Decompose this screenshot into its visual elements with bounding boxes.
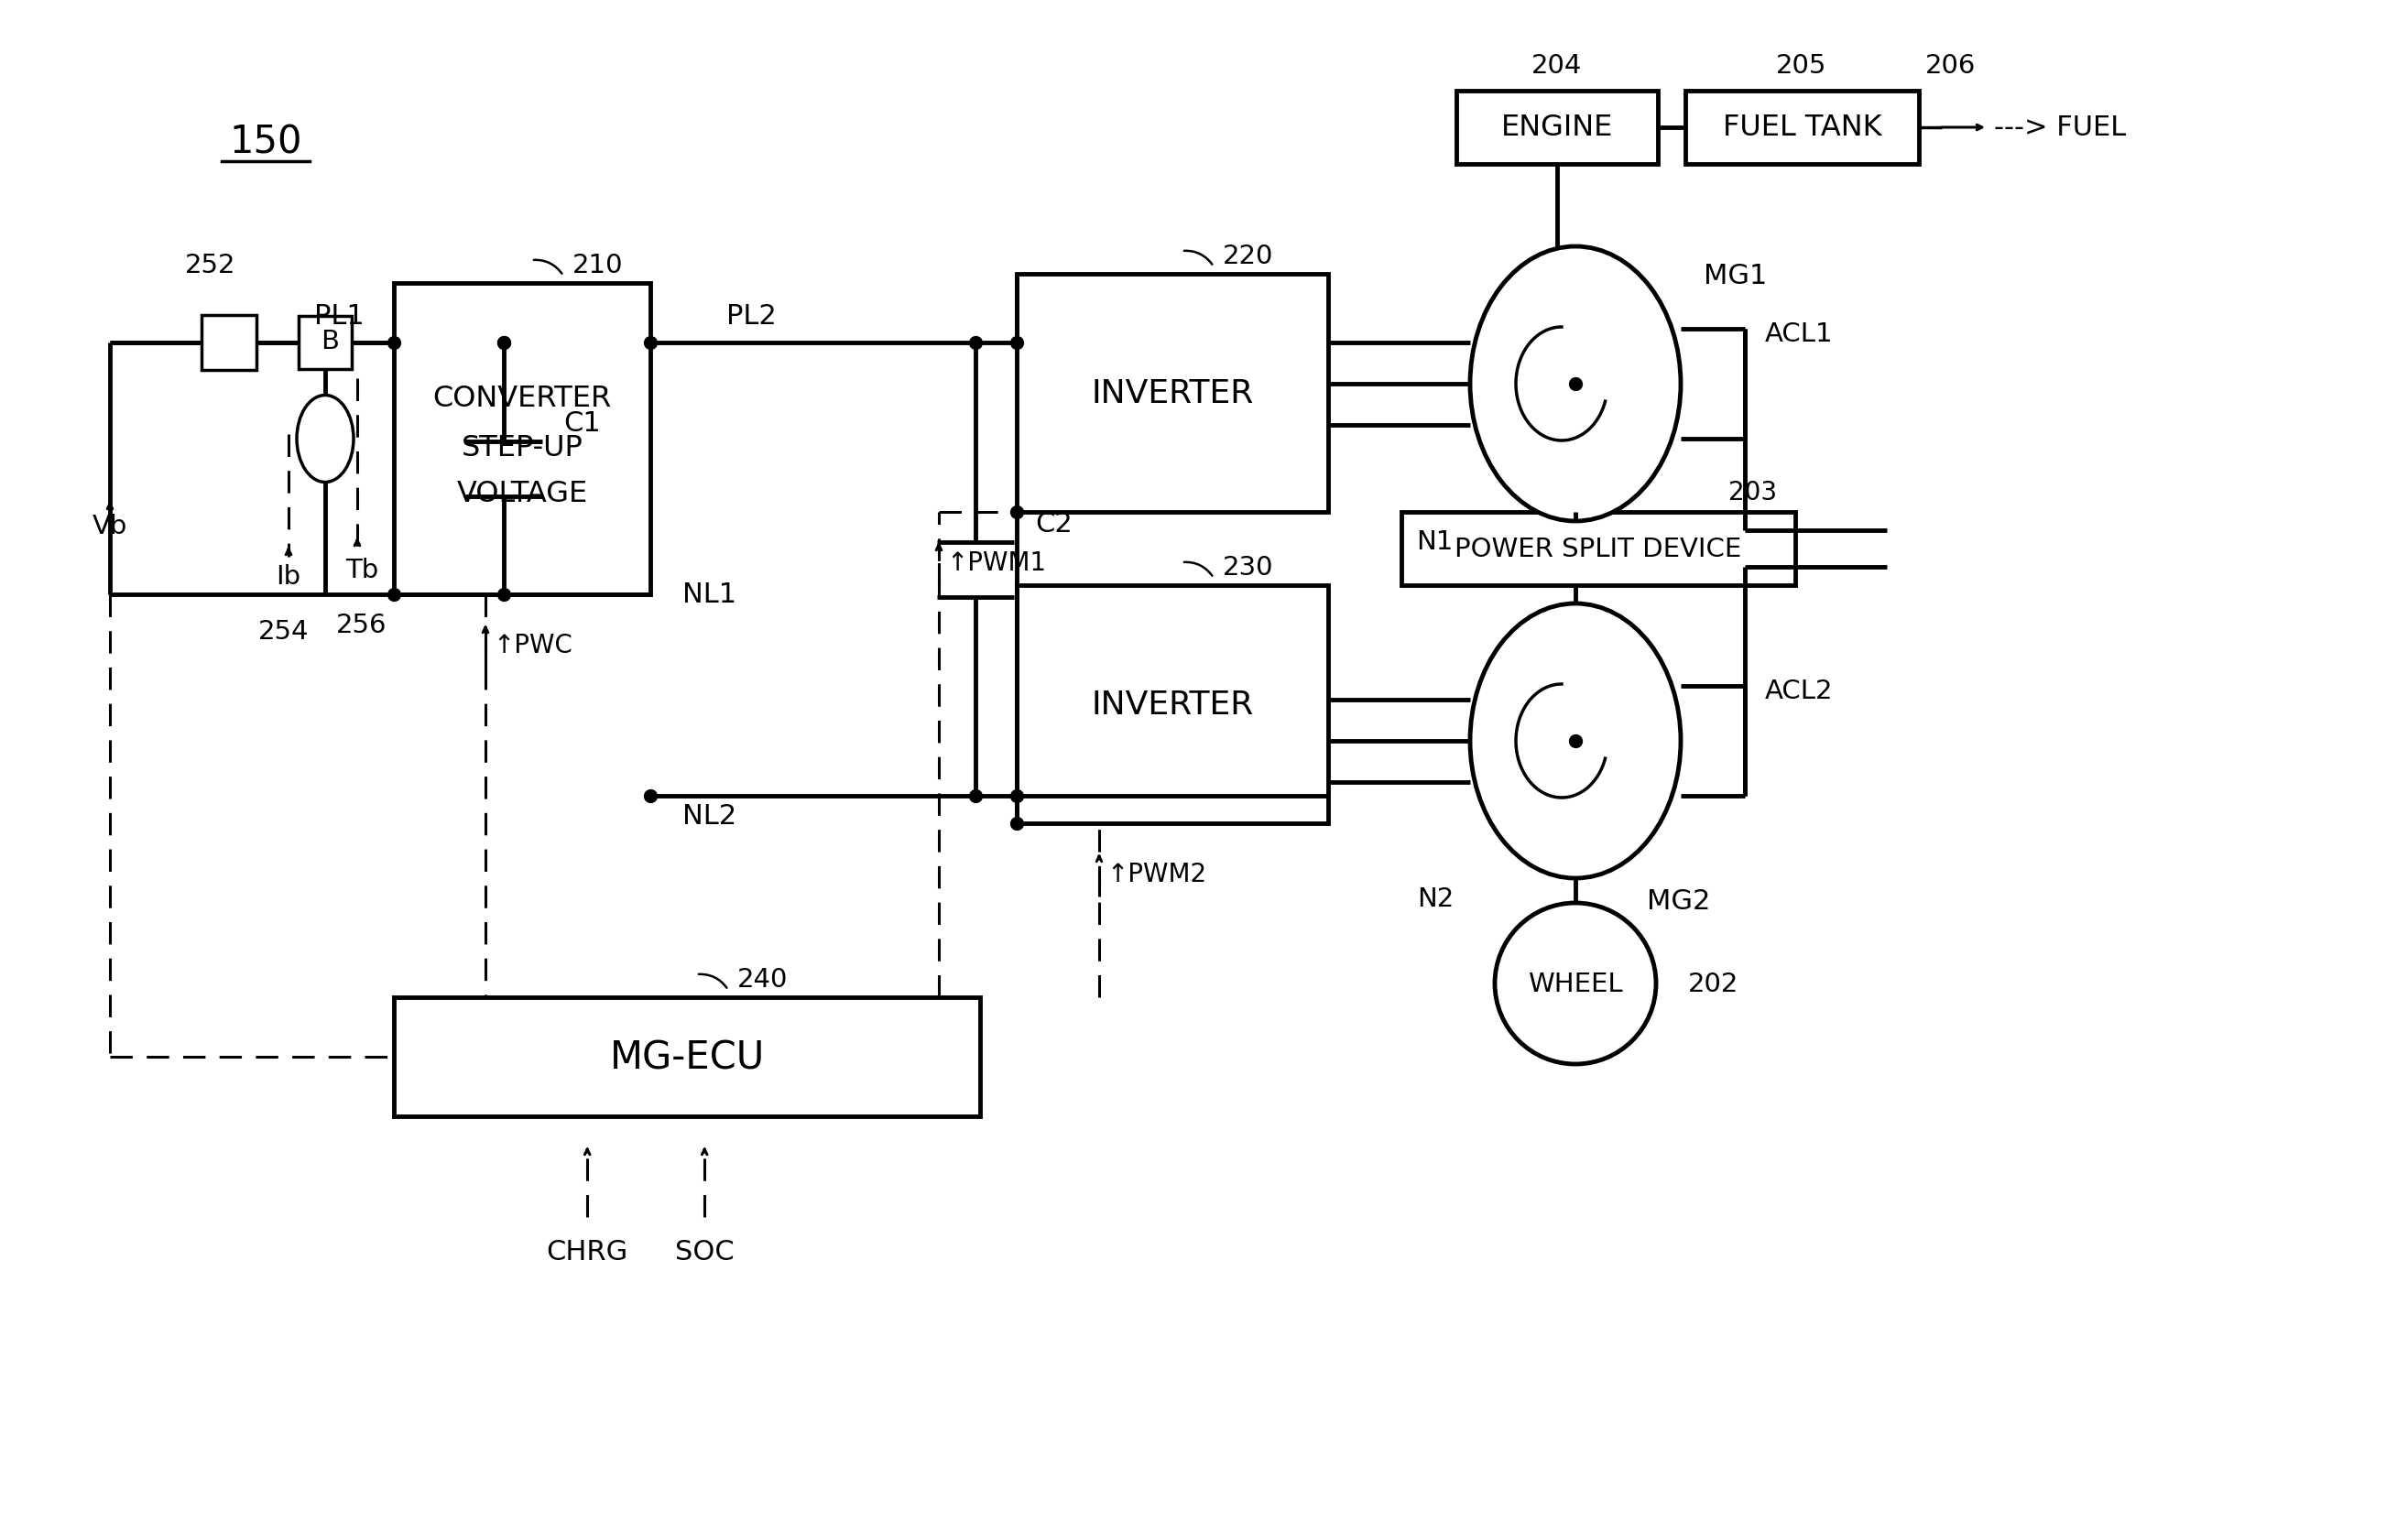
Text: Ib: Ib [277,564,301,590]
Text: N2: N2 [1416,885,1454,912]
Ellipse shape [1469,247,1681,522]
Text: C1: C1 [563,411,600,437]
Text: CHRG: CHRG [547,1239,628,1265]
Text: N1: N1 [1416,529,1454,555]
Text: PL2: PL2 [725,302,775,329]
Bar [395,997,980,1117]
Text: 254: 254 [258,619,308,645]
Text: ↑PWC: ↑PWC [494,633,573,659]
Text: 204: 204 [1531,54,1582,78]
Text: ---> FUEL: ---> FUEL [1994,115,2126,141]
Text: ACL1: ACL1 [1765,322,1832,346]
Text: B: B [320,328,340,354]
Text: STEP-UP: STEP-UP [462,434,583,463]
Bar [299,317,352,369]
Text: 202: 202 [1688,971,1739,997]
Text: INVERTER: INVERTER [1091,689,1255,720]
Bar [1401,513,1796,585]
Text: ACL2: ACL2 [1765,679,1832,703]
Text: PL1: PL1 [313,302,364,329]
Bar [1686,92,1919,165]
Text: ↑PWM1: ↑PWM1 [946,550,1045,576]
Text: 252: 252 [185,253,236,279]
Text: NL1: NL1 [681,582,737,608]
Text: 206: 206 [1926,54,1977,78]
Text: 150: 150 [229,123,301,161]
Bar [1457,92,1657,165]
Circle shape [1495,904,1657,1065]
Text: MG-ECU: MG-ECU [609,1037,763,1077]
Text: NL2: NL2 [681,803,737,830]
Text: 256: 256 [337,613,388,637]
Text: 210: 210 [573,253,624,279]
Text: 205: 205 [1777,54,1828,78]
Text: FUEL TANK: FUEL TANK [1722,113,1881,142]
Text: MG1: MG1 [1702,264,1767,290]
Text: POWER SPLIT DEVICE: POWER SPLIT DEVICE [1454,536,1741,562]
Text: Vb: Vb [92,513,128,539]
Text: ↑PWM2: ↑PWM2 [1105,861,1206,887]
Text: ENGINE: ENGINE [1500,113,1613,142]
Text: WHEEL: WHEEL [1529,971,1623,997]
Text: INVERTER: INVERTER [1091,378,1255,409]
Bar [395,283,650,594]
Text: 220: 220 [1223,244,1274,270]
Ellipse shape [1469,604,1681,878]
Bar [1016,274,1329,513]
Text: 230: 230 [1223,555,1274,581]
Text: VOLTAGE: VOLTAGE [458,480,588,509]
Text: SOC: SOC [674,1239,734,1265]
Ellipse shape [296,395,354,483]
Bar [202,316,258,371]
Text: 203: 203 [1729,480,1777,506]
Text: MG2: MG2 [1647,889,1710,915]
Text: Tb: Tb [344,558,378,584]
Text: CONVERTER: CONVERTER [433,385,612,412]
Text: 240: 240 [737,967,787,993]
Text: C2: C2 [1035,510,1072,538]
Bar [1016,585,1329,824]
